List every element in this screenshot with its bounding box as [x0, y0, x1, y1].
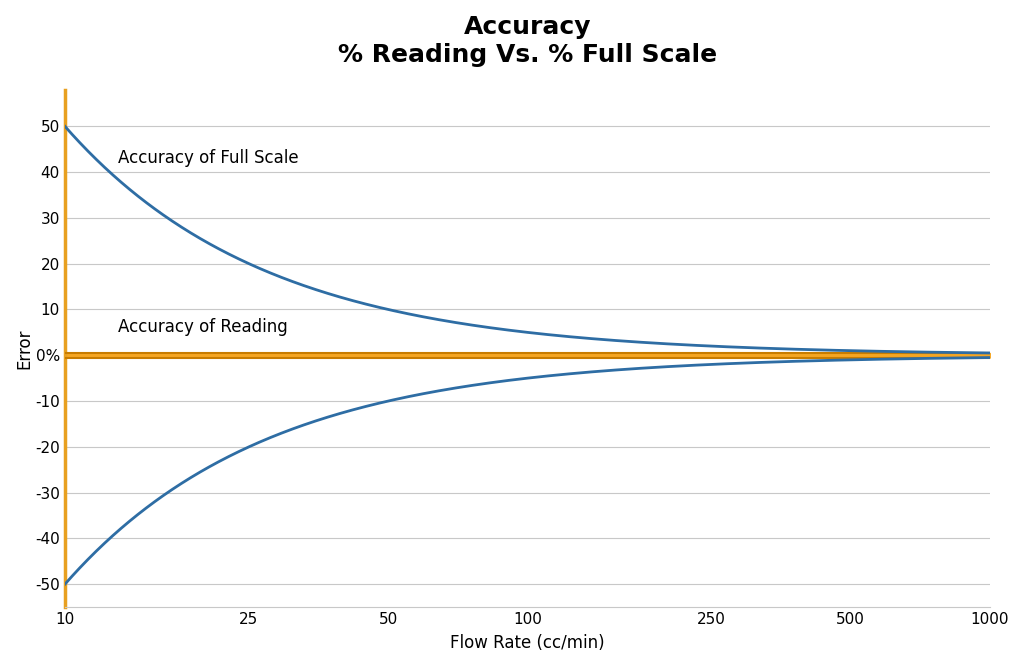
- Title: Accuracy
% Reading Vs. % Full Scale: Accuracy % Reading Vs. % Full Scale: [338, 15, 717, 67]
- X-axis label: Flow Rate (cc/min): Flow Rate (cc/min): [450, 634, 604, 652]
- Text: Accuracy of Reading: Accuracy of Reading: [118, 318, 288, 336]
- Text: Accuracy of Full Scale: Accuracy of Full Scale: [118, 149, 298, 167]
- Y-axis label: Error: Error: [15, 328, 33, 369]
